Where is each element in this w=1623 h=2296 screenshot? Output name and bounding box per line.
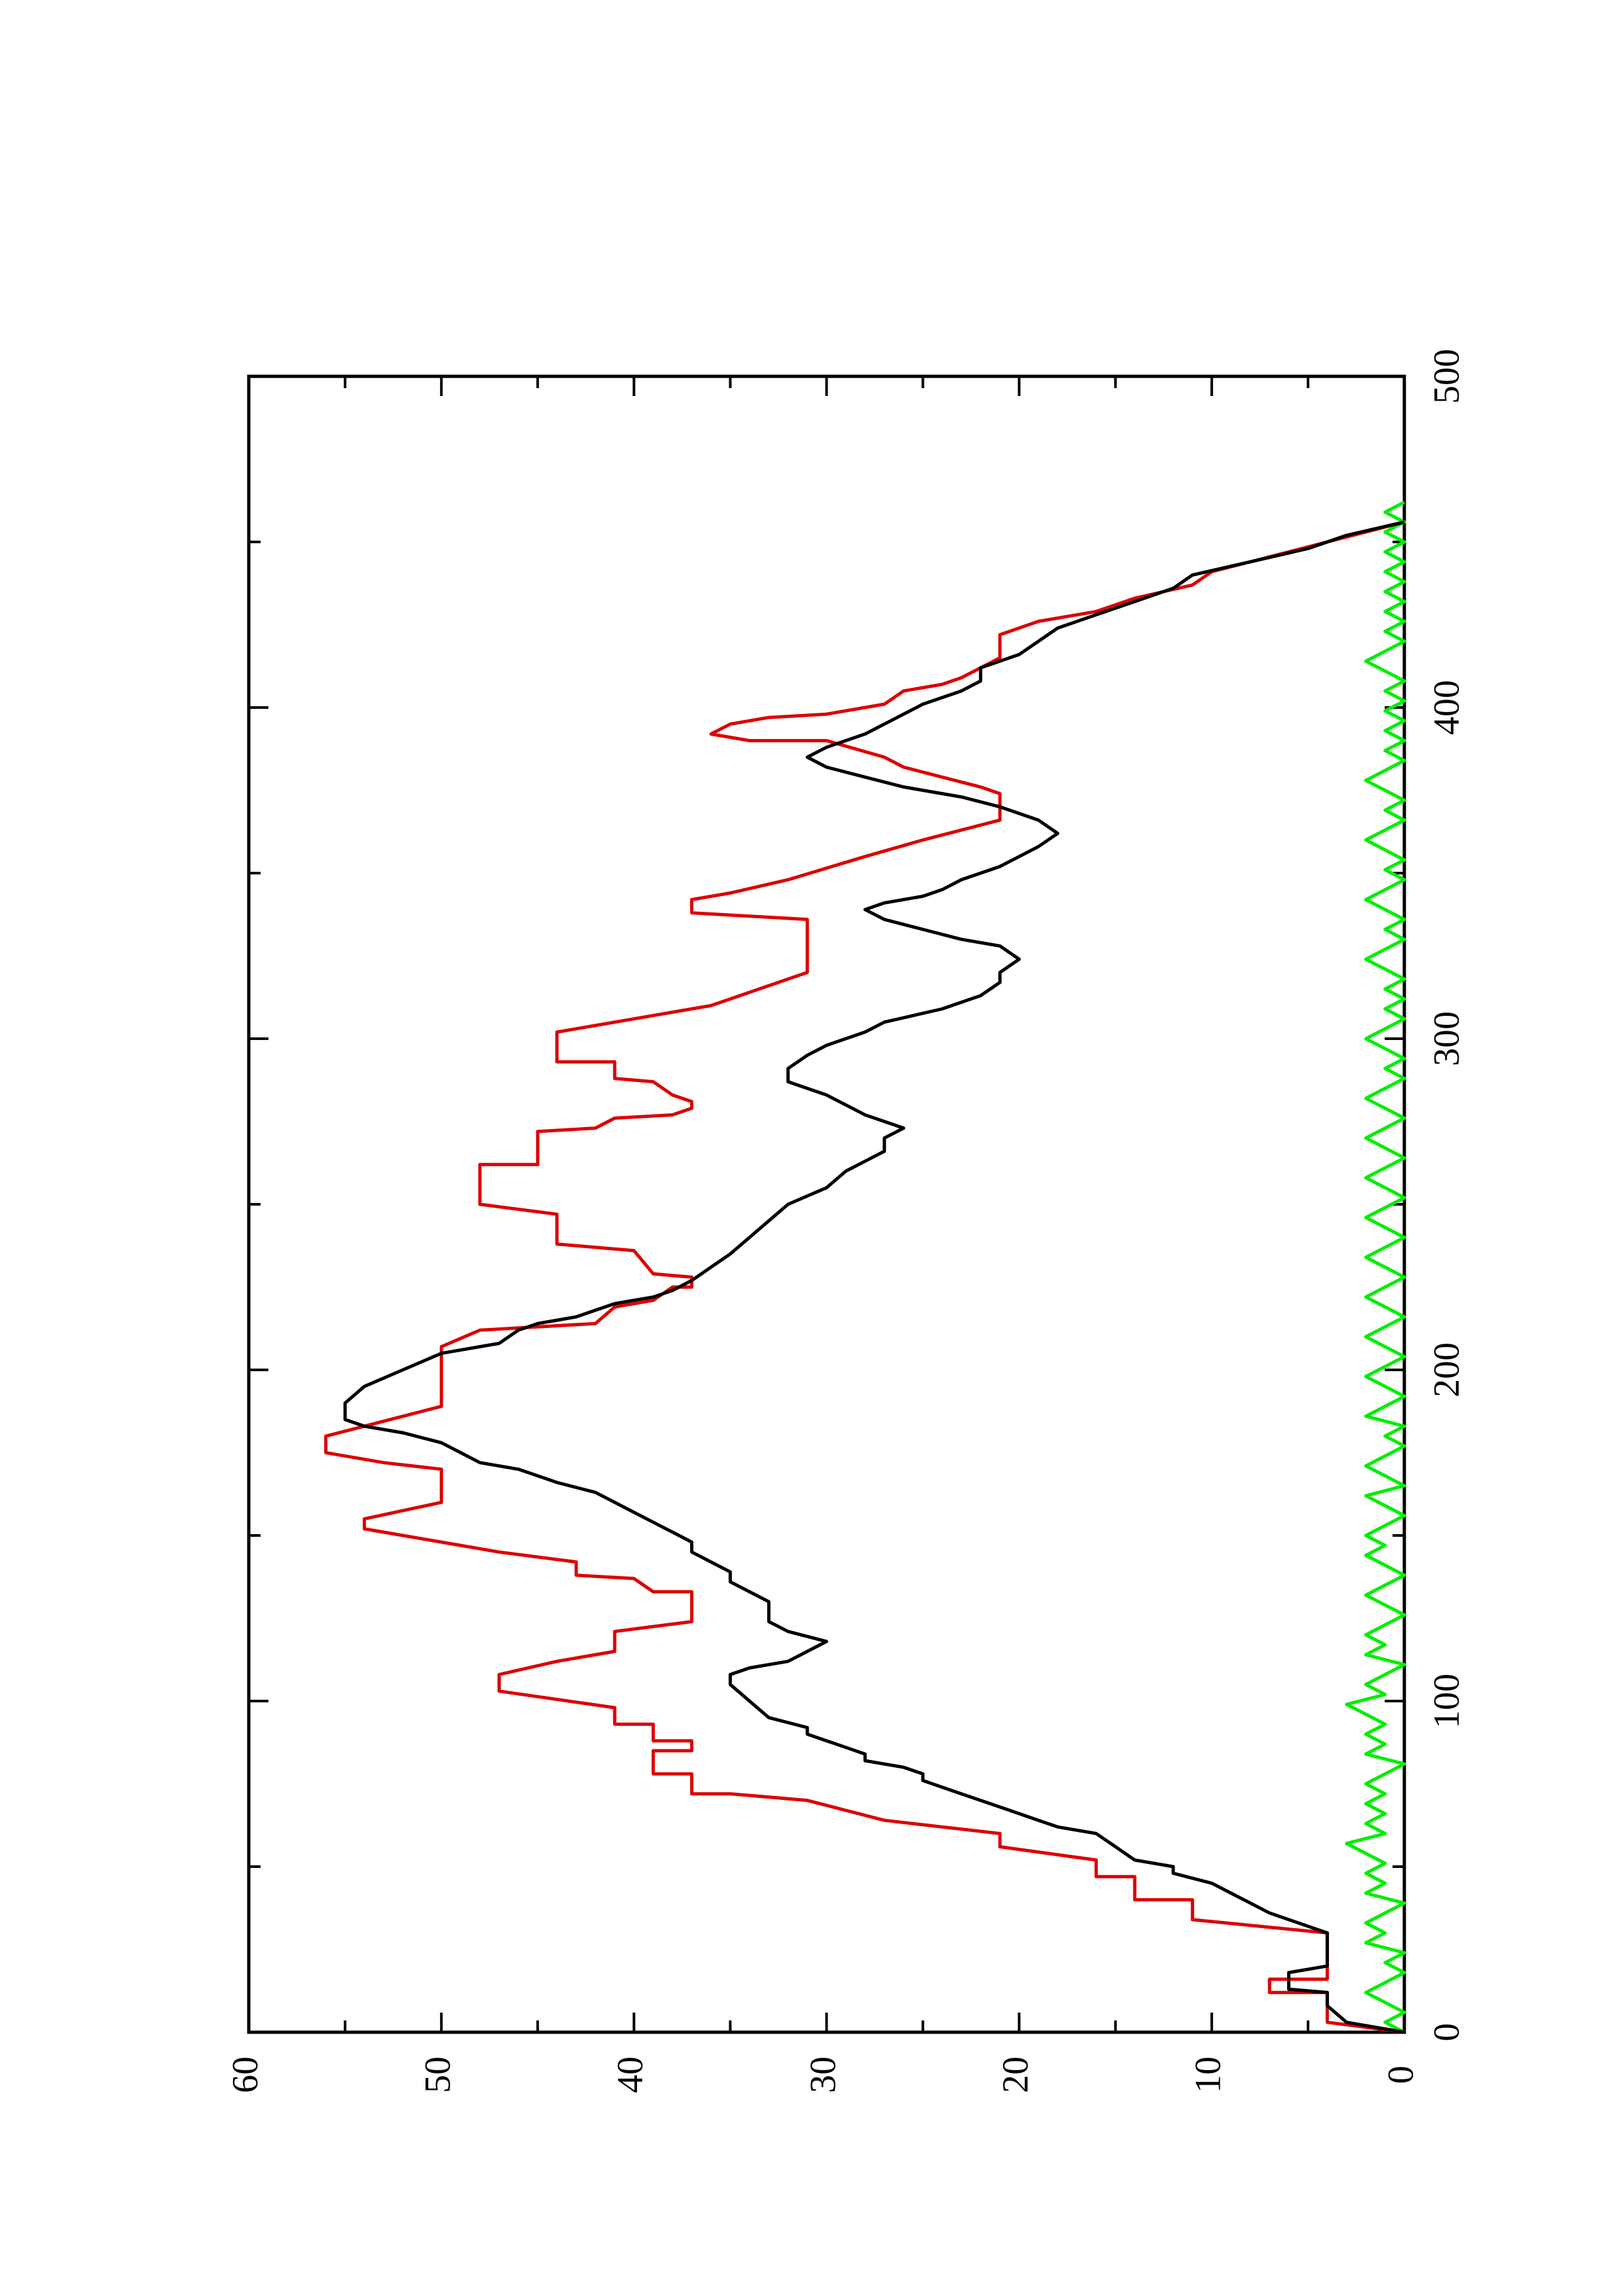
series-line [1345,501,1406,2034]
y-tick-label: 10 [1188,2056,1229,2093]
y-tick-label: 50 [418,2056,458,2093]
y-tick-label: 60 [225,2056,266,2093]
series-line [343,520,1405,2034]
y-tick-label: 40 [610,2056,651,2093]
axis-ticks [247,375,1406,2034]
x-tick-label: 200 [1427,1342,1467,1397]
y-tick-labels: 0 10 20 30 40 50 60 [225,2056,1421,2093]
plot-frame [247,374,1406,2034]
x-tick-label: 100 [1427,1674,1467,1729]
x-tick-label: 0 [1427,2023,1467,2041]
plot-area: 0 100 200 300 400 500 0 10 20 30 40 50 6… [225,349,1467,2093]
y-tick-label: 0 [1381,2066,1421,2084]
x-tick-label: 300 [1427,1011,1467,1066]
x-tick-labels: 0 100 200 300 400 500 [1427,349,1467,2041]
y-tick-label: 20 [996,2056,1036,2093]
x-tick-label: 400 [1427,680,1467,735]
series-layer [324,501,1406,2034]
y-tick-label: 30 [803,2056,843,2093]
x-tick-label: 500 [1427,349,1467,404]
series-line [324,520,1405,2034]
